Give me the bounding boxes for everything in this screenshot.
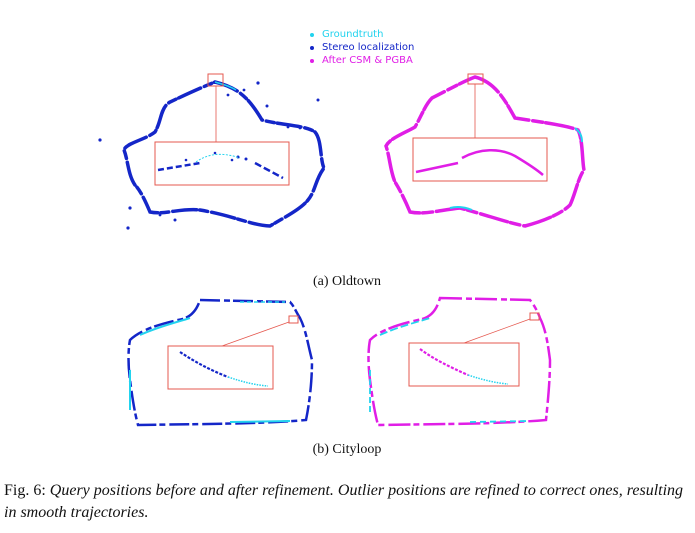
oldtown-stereo-trajectory bbox=[98, 80, 327, 230]
cityloop-stereo-inset bbox=[167, 315, 299, 390]
legend-label: After CSM & PGBA bbox=[322, 55, 413, 66]
oldtown-refined-trajectory bbox=[384, 75, 586, 228]
groundtruth-marker bbox=[310, 32, 314, 37]
oldtown-stereo-inset bbox=[154, 73, 290, 186]
stereo-localization-marker bbox=[310, 45, 314, 50]
figure-graphics bbox=[98, 73, 586, 427]
figure-caption-text: Query positions before and after refinem… bbox=[4, 482, 684, 521]
figure: Groundtruth Stereo localization After CS… bbox=[98, 28, 586, 457]
legend-item-stereo-localization: Stereo localization bbox=[310, 41, 414, 54]
legend-item-after-csm-pgba: After CSM & PGBA bbox=[310, 54, 414, 67]
cityloop-refined-inset bbox=[408, 312, 540, 387]
figure-caption: Fig. 6: Query positions before and after… bbox=[4, 480, 692, 524]
subfigure-caption-cityloop: (b) Cityloop bbox=[312, 442, 382, 457]
legend-item-groundtruth: Groundtruth bbox=[310, 28, 414, 41]
oldtown-refined-inset bbox=[412, 73, 548, 182]
legend-label: Stereo localization bbox=[322, 42, 415, 53]
cityloop-refined-trajectory bbox=[367, 296, 552, 427]
after-csm-pgba-marker bbox=[310, 58, 314, 63]
cityloop-stereo-trajectory bbox=[127, 298, 314, 427]
figure-label: Fig. 6: bbox=[4, 482, 46, 499]
legend-label: Groundtruth bbox=[322, 29, 384, 40]
legend: Groundtruth Stereo localization After CS… bbox=[310, 28, 414, 67]
subfigure-caption-oldtown: (a) Oldtown bbox=[312, 274, 382, 289]
